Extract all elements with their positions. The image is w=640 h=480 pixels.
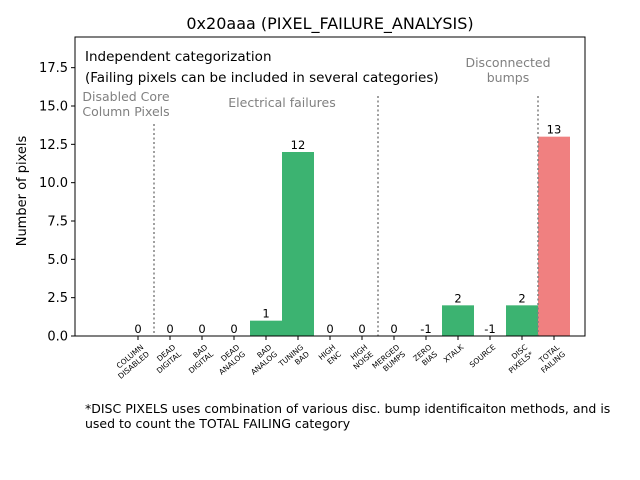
- x-tick-label: DEADDIGITAL: [149, 342, 184, 375]
- y-tick-label: 2.5: [47, 291, 68, 306]
- footnote: *DISC PIXELS uses combination of various…: [85, 401, 611, 431]
- value-labels: 0 0 0 0 1 12 0 0 0 -1 2 -1 2 13: [134, 123, 561, 336]
- note-overlap: (Failing pixels can be included in sever…: [85, 70, 439, 86]
- group-label-disconnected: bumps: [487, 70, 529, 85]
- x-tick-label: COLUMNDISABLED: [110, 342, 151, 380]
- x-tick-label: BADDIGITAL: [181, 342, 216, 375]
- y-tick-label: 12.5: [39, 138, 68, 153]
- x-tick-label-line: XTALK: [442, 342, 466, 365]
- bar: [250, 320, 282, 336]
- x-axis-ticks: COLUMNDISABLED DEADDIGITAL BADDIGITAL DEADA…: [110, 336, 567, 381]
- bar-value-label: 2: [518, 291, 525, 305]
- plot-frame: [74, 36, 586, 337]
- note-categorization: Independent categorization: [85, 49, 272, 65]
- bar-value-label: 0: [230, 322, 237, 336]
- group-label-disconnected: Disconnected: [465, 55, 550, 70]
- bar-value-label: 1: [262, 307, 269, 321]
- chart-title: 0x20aaa (PIXEL_FAILURE_ANALYSIS): [186, 14, 473, 34]
- x-tick-label: HIGHNOISE: [346, 342, 376, 371]
- y-tick-label: 15.0: [39, 100, 68, 115]
- bar-value-label: 0: [134, 322, 141, 336]
- x-tick-label: TUNINGBAD: [276, 343, 311, 376]
- x-tick-label: XTALK: [442, 342, 466, 365]
- y-tick-label: 10.0: [39, 176, 68, 191]
- bar-value-label: 2: [454, 291, 461, 305]
- bar: [506, 305, 538, 336]
- group-label-disabled: Disabled Core: [82, 89, 170, 104]
- bar-chart: 0x20aaa (PIXEL_FAILURE_ANALYSIS) Number …: [15, 14, 586, 381]
- bars: [250, 136, 570, 336]
- group-annotations: Independent categorization (Failing pixel…: [82, 49, 550, 119]
- y-tick-label: 17.5: [39, 61, 68, 76]
- y-tick-label: 7.5: [47, 215, 68, 230]
- group-label-disabled: Column Pixels: [82, 104, 169, 119]
- x-tick-label: SOURCE: [468, 342, 498, 369]
- x-tick-label: DEADANALOG: [211, 342, 247, 376]
- bar: [282, 152, 314, 336]
- bar-value-label: 0: [326, 322, 333, 336]
- bar: [538, 136, 570, 336]
- y-axis-ticks: 0.0 2.5 5.0 7.5 10.0 12.5 15.0 17.5: [39, 61, 75, 345]
- bar-value-label: 0: [390, 322, 397, 336]
- x-tick-label: TOTALFAILING: [533, 342, 567, 375]
- bar-value-label: 0: [198, 322, 205, 336]
- bar-value-label: 0: [166, 322, 173, 336]
- y-tick-label: 0.0: [47, 330, 68, 345]
- bar-value-label: 13: [547, 123, 562, 137]
- bar-value-label: -1: [420, 322, 431, 336]
- x-tick-label: DISCPIXELS*: [501, 342, 535, 375]
- bar: [442, 305, 474, 336]
- bar-value-label: -1: [484, 322, 495, 336]
- x-tick-label: MERGEDBUMPS: [370, 342, 407, 377]
- bar-value-label: 12: [291, 138, 306, 152]
- group-label-electrical: Electrical failures: [228, 95, 335, 110]
- x-tick-label-line: SOURCE: [468, 342, 498, 369]
- x-tick-label: HIGHENC: [317, 343, 343, 369]
- y-axis-label: Number of pixels: [15, 135, 30, 246]
- x-tick-label: ZEROBIAS: [411, 342, 439, 369]
- y-tick-label: 5.0: [47, 253, 68, 268]
- bar-value-label: 0: [358, 322, 365, 336]
- x-tick-label: BADANALOG: [243, 343, 279, 377]
- group-separators: [153, 96, 539, 336]
